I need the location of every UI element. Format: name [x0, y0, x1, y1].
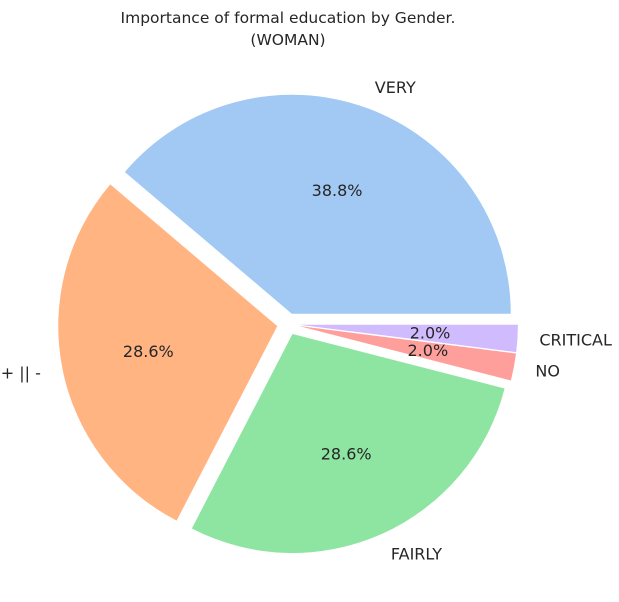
pie-slice-2	[191, 333, 505, 553]
pie-category-label-0: VERY	[375, 78, 416, 97]
pie-slice-3	[298, 326, 517, 381]
pie-category-label-1: + || -	[1, 363, 41, 382]
pie-slice-4	[298, 324, 518, 353]
pie-percent-label-1: 28.6%	[123, 342, 174, 361]
pie-percent-label-4: 2.0%	[410, 323, 451, 342]
pie-percent-label-2: 28.6%	[321, 444, 372, 463]
pie-slices	[58, 94, 518, 553]
chart-subtitle: (WOMAN)	[250, 31, 325, 49]
pie-category-label-2: FAIRLY	[391, 544, 442, 563]
pie-labels: 38.8% VERY 28.6% + || - 28.6% FAIRLY 2.0% NO 2.0…	[1, 78, 612, 563]
pie-slice-0	[124, 94, 511, 314]
pie-category-label-3: NO	[535, 362, 560, 381]
pie-percent-label-3: 2.0%	[408, 341, 449, 360]
pie-slice-1	[58, 184, 278, 521]
pie-percent-label-0: 38.8%	[312, 181, 363, 200]
chart-title: Importance of formal education by Gender…	[121, 9, 456, 27]
pie-category-label-4: CRITICAL	[539, 330, 612, 349]
